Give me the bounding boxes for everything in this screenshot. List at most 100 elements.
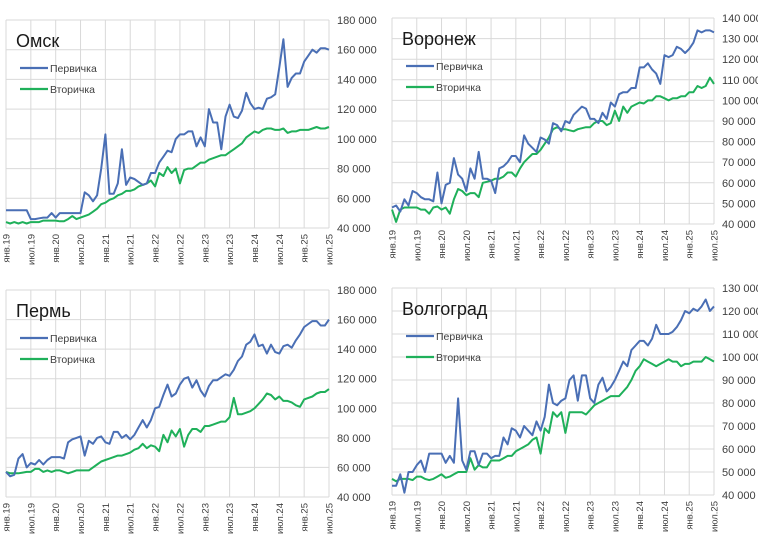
x-tick-label: июл.19 <box>26 234 37 265</box>
y-tick-label: 120 000 <box>722 306 758 318</box>
x-tick-label: янв.23 <box>586 501 597 530</box>
x-tick-label: июл.21 <box>511 501 522 532</box>
y-tick-label: 40 000 <box>722 219 756 231</box>
legend-label: Первичка <box>436 331 483 343</box>
series-line-secondary <box>391 356 715 483</box>
x-tick-label: янв.23 <box>200 234 211 263</box>
x-tick-label: июл.23 <box>225 503 236 534</box>
x-tick-label: июл.24 <box>275 503 286 534</box>
x-tick-label: янв.20 <box>437 501 448 530</box>
x-tick-label: июл.23 <box>610 501 621 532</box>
y-tick-label: 100 000 <box>337 403 377 415</box>
y-tick-label: 100 000 <box>337 134 377 146</box>
y-tick-label: 70 000 <box>722 421 756 433</box>
chart-panel-0: 40 000 60 000 80 000 100 000 120 000 140 000 1… <box>2 15 377 265</box>
y-tick-label: 110 000 <box>722 329 758 341</box>
legend: Первичка Вторичка <box>20 333 97 366</box>
legend-label: Первичка <box>50 63 97 75</box>
y-tick-label: 80 000 <box>337 164 371 176</box>
x-tick-label: янв.20 <box>51 234 62 263</box>
y-tick-label: 90 000 <box>722 375 756 387</box>
x-tick-label: июл.19 <box>412 501 423 532</box>
y-tick-label: 180 000 <box>337 15 377 27</box>
x-tick-label: июл.19 <box>412 230 423 261</box>
series-line-primary <box>392 298 715 494</box>
chart-title: Пермь <box>16 301 71 321</box>
chart-title: Омск <box>16 31 59 51</box>
chart-title: Волгоград <box>402 299 488 319</box>
series-line-primary <box>5 319 330 478</box>
legend-label: Вторичка <box>50 354 95 366</box>
y-tick-label: 80 000 <box>722 137 756 149</box>
x-tick-label: июл.20 <box>462 501 473 532</box>
chart-panel-2: 40 000 60 000 80 000 100 000 120 000 140 000 1… <box>2 285 377 534</box>
x-tick-label: янв.25 <box>685 230 696 259</box>
y-tick-label: 120 000 <box>337 374 377 386</box>
legend: Первичка Вторичка <box>20 63 97 96</box>
y-tick-label: 60 000 <box>337 193 371 205</box>
x-tick-label: янв.22 <box>536 230 547 259</box>
x-tick-label: янв.22 <box>151 503 162 532</box>
x-tick-label: янв.20 <box>437 230 448 259</box>
series-line-secondary <box>5 388 330 475</box>
x-tick-label: июл.22 <box>561 501 572 532</box>
x-tick-label: июл.21 <box>511 230 522 261</box>
series-line-secondary <box>391 76 715 223</box>
x-tick-label: июл.21 <box>126 234 137 265</box>
x-tick-label: июл.20 <box>76 234 87 265</box>
series-line-secondary <box>5 126 330 225</box>
chart-panel-1: 40 000 50 000 60 000 70 000 80 000 90 000 100 … <box>388 13 758 261</box>
legend: Первичка Вторичка <box>406 61 483 94</box>
x-tick-label: июл.22 <box>175 503 186 534</box>
x-tick-label: июл.19 <box>26 503 37 534</box>
x-tick-label: янв.20 <box>51 503 62 532</box>
y-tick-label: 140 000 <box>337 74 377 86</box>
x-tick-label: июл.24 <box>660 230 671 261</box>
x-tick-label: янв.24 <box>635 501 646 530</box>
legend-label: Вторичка <box>50 84 95 96</box>
y-tick-label: 80 000 <box>722 398 756 410</box>
x-tick-label: июл.22 <box>561 230 572 261</box>
y-tick-label: 130 000 <box>722 34 758 46</box>
legend: Первичка Вторичка <box>406 331 483 364</box>
y-tick-label: 140 000 <box>722 13 758 25</box>
y-tick-label: 90 000 <box>722 116 756 128</box>
y-tick-label: 130 000 <box>722 283 758 295</box>
x-tick-label: янв.24 <box>635 230 646 259</box>
x-tick-label: янв.24 <box>250 234 261 263</box>
series-line-primary <box>6 38 330 221</box>
series-line-primary <box>391 29 715 213</box>
y-tick-label: 40 000 <box>722 490 756 502</box>
x-tick-label: янв.25 <box>685 501 696 530</box>
x-tick-label: июл.25 <box>325 234 336 265</box>
y-tick-label: 140 000 <box>337 344 377 356</box>
chart-panel-3: 40 000 50 000 60 000 70 000 80 000 90 000 100 … <box>388 283 758 532</box>
x-tick-label: июл.21 <box>126 503 137 534</box>
y-tick-label: 70 000 <box>722 157 756 169</box>
y-tick-label: 50 000 <box>722 467 756 479</box>
x-tick-label: янв.24 <box>250 503 261 532</box>
y-tick-label: 60 000 <box>722 444 756 456</box>
x-tick-label: янв.19 <box>2 234 13 263</box>
x-tick-label: янв.19 <box>2 503 13 532</box>
y-tick-label: 50 000 <box>722 198 756 210</box>
x-tick-label: июл.24 <box>660 501 671 532</box>
y-tick-label: 180 000 <box>337 285 377 297</box>
x-tick-label: янв.23 <box>586 230 597 259</box>
y-tick-label: 100 000 <box>722 352 758 364</box>
y-tick-label: 160 000 <box>337 45 377 57</box>
x-tick-label: июл.25 <box>710 501 721 532</box>
chart-title: Воронеж <box>402 29 476 49</box>
x-tick-label: янв.19 <box>388 230 399 259</box>
y-tick-label: 160 000 <box>337 315 377 327</box>
y-tick-label: 120 000 <box>337 104 377 116</box>
legend-label: Первичка <box>436 61 483 73</box>
x-tick-label: янв.21 <box>487 230 498 259</box>
y-tick-label: 110 000 <box>722 75 758 87</box>
x-tick-label: июл.24 <box>275 234 286 265</box>
legend-label: Первичка <box>50 333 97 345</box>
x-tick-label: июл.25 <box>710 230 721 261</box>
x-tick-label: июл.23 <box>610 230 621 261</box>
x-tick-label: янв.25 <box>300 234 311 263</box>
x-tick-label: янв.22 <box>151 234 162 263</box>
